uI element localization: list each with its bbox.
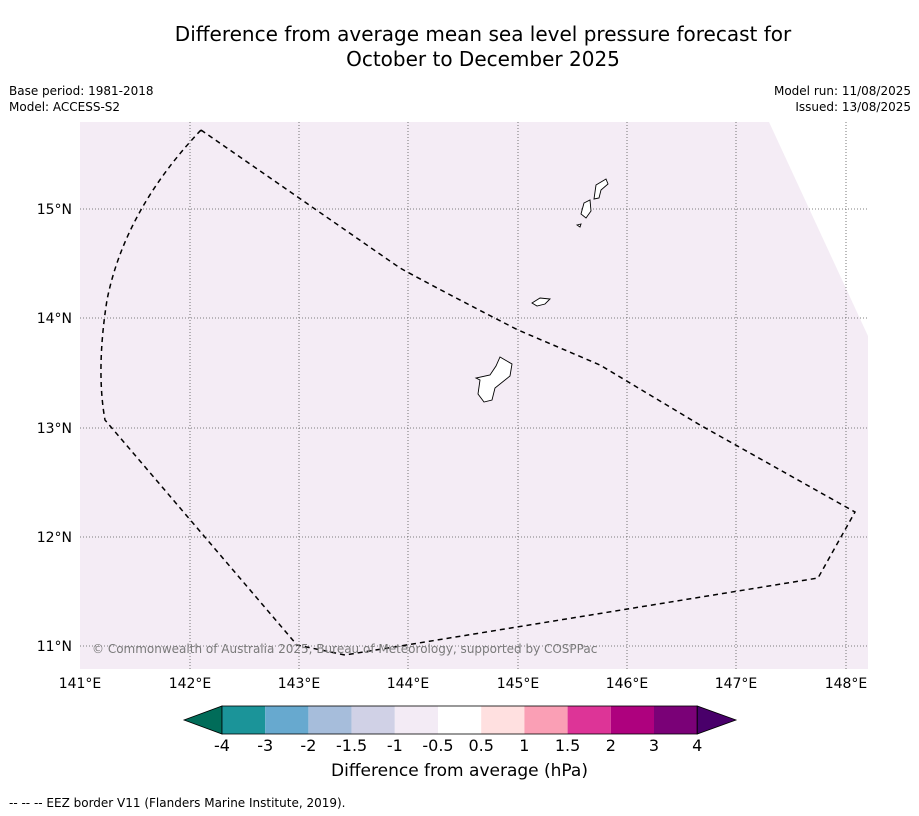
title-line-2: October to December 2025 — [346, 47, 620, 71]
colorbar-arrow-low — [182, 705, 223, 735]
colorbar-arrow-high — [696, 705, 738, 735]
colorbar-tick-label: -1 — [387, 736, 403, 755]
lon-label-147: 147°E — [715, 676, 758, 692]
colorbar-segment — [308, 706, 352, 734]
island-rota — [531, 297, 551, 307]
lat-label-12: 12°N — [37, 530, 72, 546]
colorbar-labels: -4 -3 -2 -1.5 -1 -0.5 0.5 1 1.5 2 3 4 — [214, 736, 702, 755]
colorbar-tick-label: 1 — [519, 736, 529, 755]
colorbar-segment — [610, 706, 654, 734]
model-name: Model: ACCESS-S2 — [9, 100, 121, 114]
meta-left: Base period: 1981-2018 Model: ACCESS-S2 — [9, 83, 154, 115]
lat-label-15: 15°N — [37, 202, 72, 218]
lon-label-141: 141°E — [59, 676, 102, 692]
colorbar-tick-label: 0.5 — [468, 736, 493, 755]
map-background — [80, 122, 868, 669]
colorbar-segment — [265, 706, 309, 734]
latitude-labels: 15°N 14°N 13°N 12°N 11°N — [37, 202, 72, 655]
colorbar-segment — [567, 706, 611, 734]
meta-right: Model run: 11/08/2025 Issued: 13/08/2025 — [774, 83, 911, 115]
colorbar-tick-label: -1.5 — [336, 736, 367, 755]
colorbar-tick-label: 3 — [649, 736, 659, 755]
colorbar-segment — [654, 706, 698, 734]
model-run: Model run: 11/08/2025 — [773, 84, 911, 98]
colorbar-tick-label: -0.5 — [422, 736, 453, 755]
colorbar-title: Difference from average (hPa) — [331, 761, 588, 781]
lon-label-146: 146°E — [606, 676, 649, 692]
lon-label-144: 144°E — [387, 676, 430, 692]
copyright-text: © Commonwealth of Australia 2025, Bureau… — [92, 642, 597, 656]
colorbar-segment — [394, 706, 438, 734]
islands — [474, 178, 609, 403]
colorbar-segment — [351, 706, 395, 734]
colorbar-segment — [524, 706, 568, 734]
eez-border — [100, 129, 857, 656]
lon-label-148: 148°E — [825, 676, 868, 692]
colorbar-tick-label: -3 — [257, 736, 273, 755]
issued-date: Issued: 13/08/2025 — [795, 100, 911, 114]
lon-label-143: 143°E — [278, 676, 321, 692]
island-saipan — [593, 178, 609, 200]
island-aguijan — [575, 223, 582, 228]
colorbar — [182, 705, 738, 735]
colorbar-outline — [221, 705, 698, 735]
island-tinian — [580, 199, 592, 219]
base-period: Base period: 1981-2018 — [9, 84, 154, 98]
lat-label-11: 11°N — [37, 639, 72, 655]
longitude-labels: 141°E 142°E 143°E 144°E 145°E 146°E 147°… — [59, 676, 868, 692]
lat-label-13: 13°N — [37, 421, 72, 437]
colorbar-tick-label: 2 — [606, 736, 616, 755]
gridlines — [80, 122, 868, 669]
colorbar-tick-label: 4 — [692, 736, 702, 755]
colorbar-segment — [481, 706, 525, 734]
colorbar-tick-label: 1.5 — [555, 736, 580, 755]
colorbar-tick-label: -2 — [300, 736, 316, 755]
lat-label-14: 14°N — [37, 311, 72, 327]
no-data-area — [769, 122, 868, 336]
footnote: -- -- -- EEZ border V11 (Flanders Marine… — [9, 796, 346, 810]
map-title: Difference from average mean sea level p… — [0, 22, 919, 72]
colorbar-segment — [222, 706, 266, 734]
colorbar-segment — [438, 706, 482, 734]
lon-label-142: 142°E — [169, 676, 212, 692]
title-line-1: Difference from average mean sea level p… — [174, 22, 792, 46]
island-guam — [474, 356, 513, 403]
colorbar-tick-label: -4 — [214, 736, 230, 755]
lon-label-145: 145°E — [497, 676, 540, 692]
